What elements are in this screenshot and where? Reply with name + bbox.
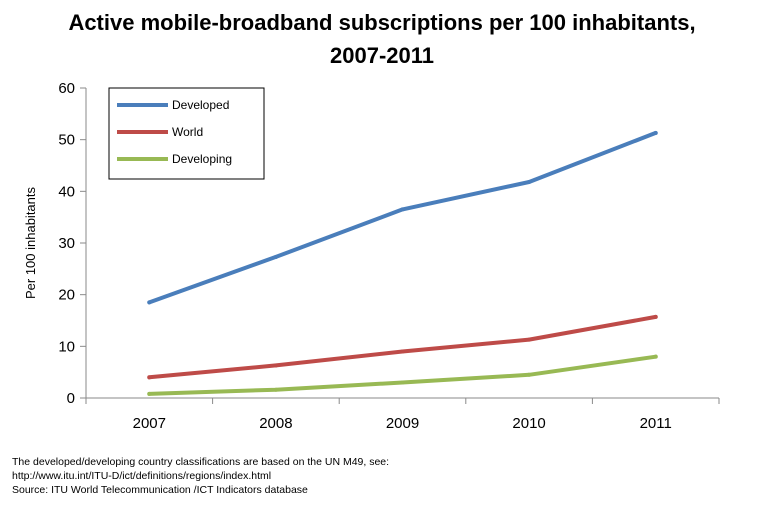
footnote-classification: The developed/developing country classif… [12,456,390,468]
data-point-developed [653,130,658,135]
chart-series-lines [147,130,658,396]
data-point-world [273,363,278,368]
data-point-world [400,349,405,354]
y-tick-label: 0 [67,390,75,407]
data-point-developing [147,391,152,396]
chart-title-line-2: 2007-2011 [330,43,434,68]
data-point-developed [527,180,532,185]
chart-legend: Developed World Developing [108,87,265,180]
y-tick-label: 60 [58,80,75,97]
x-tick-label: 2007 [133,415,166,432]
series-line-developing [147,354,658,396]
chart-axes: 0 10 20 30 40 50 60 2007 2008 2009 2010 2011 Per 100… [23,80,720,432]
x-tick-label: 2008 [259,415,292,432]
chart-title-line-1: Active mobile-broadband subscriptions pe… [68,10,696,35]
y-tick-label: 20 [58,287,75,304]
data-point-developing [527,372,532,377]
y-tick-label: 30 [58,235,75,252]
data-point-developed [400,207,405,212]
data-point-world [527,337,532,342]
data-point-developing [400,380,405,385]
data-point-world [653,314,658,319]
legend-label-world: World [172,125,203,139]
footnote-url: http://www.itu.int/ITU-D/ict/definitions… [12,470,272,482]
data-point-developed [147,300,152,305]
data-point-developed [273,254,278,259]
footnote-source: Source: ITU World Telecommunication /ICT… [12,484,308,496]
data-point-developing [653,354,658,359]
footnotes: The developed/developing country classif… [12,455,389,497]
data-point-world [147,375,152,380]
x-tick-label: 2009 [386,415,419,432]
y-tick-label: 40 [58,183,75,200]
data-point-developing [273,387,278,392]
y-axis-title: Per 100 inhabitants [23,186,38,299]
legend-label-developed: Developed [172,98,229,112]
y-tick-label: 10 [58,338,75,355]
x-tick-label: 2011 [640,415,672,432]
chart-title: Active mobile-broadband subscriptions pe… [0,6,764,72]
y-tick-label: 50 [58,132,75,149]
x-tick-label: 2010 [512,415,545,432]
legend-label-developing: Developing [172,152,232,166]
